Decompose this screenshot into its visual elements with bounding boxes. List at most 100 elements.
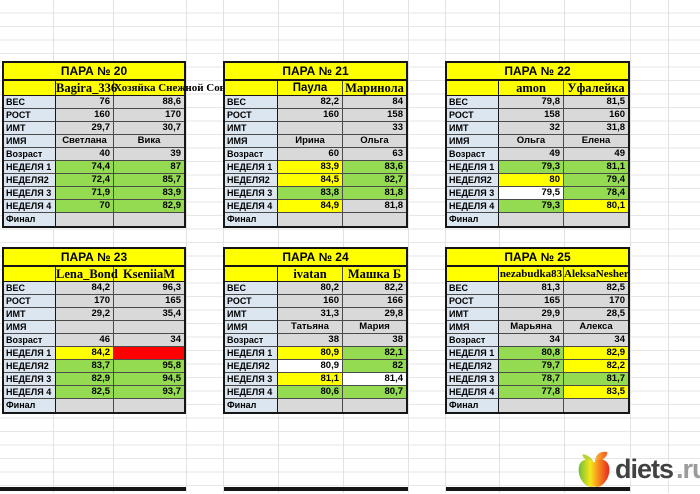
row-label[interactable]: ИМЯ [447,321,499,334]
data-cell[interactable]: 170 [564,295,628,308]
data-cell[interactable]: 80,7 [343,386,406,399]
data-cell[interactable] [343,213,406,226]
data-cell[interactable] [114,213,184,226]
data-cell[interactable]: 84 [343,96,406,109]
participant-1-name[interactable]: nezabudka83 [499,267,564,281]
participant-1-name[interactable]: Паула [278,81,343,95]
data-cell[interactable]: 160 [278,295,343,308]
data-cell[interactable]: 80,9 [278,360,343,373]
data-cell[interactable]: 34 [499,334,564,347]
data-cell[interactable]: 79,3 [499,161,564,174]
data-cell[interactable]: Елена [564,135,628,148]
data-cell[interactable]: 80,8 [499,347,564,360]
data-cell[interactable]: 82,5 [56,386,114,399]
data-cell[interactable]: 80,2 [278,282,343,295]
row-label[interactable]: НЕДЕЛЯ 3 [447,373,499,386]
row-label[interactable]: ИМЯ [225,135,278,148]
data-cell[interactable] [56,213,114,226]
data-cell[interactable]: 83,8 [278,187,343,200]
row-label[interactable]: ИМТ [4,308,56,321]
data-cell[interactable]: 81,1 [564,161,628,174]
data-cell[interactable]: 80,1 [564,200,628,213]
row-label[interactable]: Финал [225,213,278,226]
names-spacer-cell[interactable] [447,81,499,95]
row-label[interactable]: НЕДЕЛЯ 1 [225,161,278,174]
data-cell[interactable]: 71,9 [56,187,114,200]
row-label[interactable]: Финал [225,399,278,412]
data-cell[interactable]: 81,4 [343,373,406,386]
data-cell[interactable]: 82,2 [278,96,343,109]
pair-title[interactable]: ПАРА № 20 [4,63,184,81]
data-cell[interactable]: 93,7 [114,386,184,399]
diets-ru-logo[interactable]: diets.ru [576,449,700,489]
data-cell[interactable]: 81,8 [343,200,406,213]
row-label[interactable]: ВЕС [4,282,56,295]
data-cell[interactable]: 158 [343,109,406,122]
row-label[interactable]: НЕДЕЛЯ2 [225,360,278,373]
data-cell[interactable]: 78,7 [499,373,564,386]
row-label[interactable]: НЕДЕЛЯ 3 [225,187,278,200]
row-label[interactable]: Возраст [447,148,499,161]
pair-title[interactable]: ПАРА № 21 [225,63,406,81]
row-label[interactable]: РОСТ [447,295,499,308]
participant-1-name[interactable]: Lena_Bond [56,267,118,281]
row-label[interactable]: НЕДЕЛЯ2 [447,360,499,373]
row-label[interactable]: Финал [447,213,499,226]
row-label[interactable]: ВЕС [225,282,278,295]
data-cell[interactable]: 30,7 [114,122,184,135]
data-cell[interactable]: 72,4 [56,174,114,187]
row-label[interactable]: Финал [4,213,56,226]
data-cell[interactable]: 29,8 [343,308,406,321]
row-label[interactable]: НЕДЕЛЯ 4 [225,200,278,213]
participant-2-name[interactable]: AleksaNesher [564,268,629,280]
data-cell[interactable]: 32 [499,122,564,135]
data-cell[interactable]: 82,1 [343,347,406,360]
data-cell[interactable]: 85,7 [114,174,184,187]
row-label[interactable]: НЕДЕЛЯ 3 [4,373,56,386]
data-cell[interactable]: 170 [114,109,184,122]
row-label[interactable]: Возраст [225,334,278,347]
participant-1-name[interactable]: amon [499,81,564,95]
data-cell[interactable]: 96,3 [114,282,184,295]
row-label[interactable]: ИМТ [4,122,56,135]
data-cell[interactable]: 79,3 [499,200,564,213]
row-label[interactable]: РОСТ [4,109,56,122]
data-cell[interactable]: 94,5 [114,373,184,386]
data-cell[interactable]: 160 [56,109,114,122]
row-label[interactable]: РОСТ [4,295,56,308]
data-cell[interactable]: 29,7 [56,122,114,135]
data-cell[interactable]: 81,7 [564,373,628,386]
data-cell[interactable]: 81,5 [564,96,628,109]
data-cell[interactable]: 88,6 [114,96,184,109]
row-label[interactable]: НЕДЕЛЯ2 [4,360,56,373]
participant-1-name[interactable]: Bagira_336 [56,81,118,95]
row-label[interactable]: ИМЯ [225,321,278,334]
data-cell[interactable]: 83,6 [343,161,406,174]
row-label[interactable]: НЕДЕЛЯ 1 [447,347,499,360]
data-cell[interactable] [278,399,343,412]
row-label[interactable]: НЕДЕЛЯ 3 [225,373,278,386]
row-label[interactable]: ИМТ [225,308,278,321]
data-cell[interactable]: 60 [278,148,343,161]
data-cell[interactable]: 29,9 [499,308,564,321]
row-label[interactable]: ИМЯ [4,321,56,334]
row-label[interactable]: НЕДЕЛЯ 1 [447,161,499,174]
data-cell[interactable]: Татьяна [278,321,343,334]
data-cell[interactable]: 46 [56,334,114,347]
names-spacer-cell[interactable] [4,267,56,281]
row-label[interactable]: ВЕС [4,96,56,109]
data-cell[interactable]: 82 [343,360,406,373]
participant-2-name[interactable]: KseniiaM [122,267,176,281]
data-cell[interactable]: 84,5 [278,174,343,187]
data-cell[interactable]: 35,4 [114,308,184,321]
data-cell[interactable]: 170 [56,295,114,308]
data-cell[interactable]: Мария [343,321,406,334]
data-cell[interactable]: 84,2 [56,347,114,360]
data-cell[interactable]: 74,4 [56,161,114,174]
data-cell[interactable]: 76 [56,96,114,109]
row-label[interactable]: НЕДЕЛЯ 4 [4,200,56,213]
data-cell[interactable]: 39 [114,148,184,161]
data-cell[interactable]: 165 [114,295,184,308]
data-cell[interactable] [56,399,114,412]
data-cell[interactable]: Светлана [56,135,114,148]
